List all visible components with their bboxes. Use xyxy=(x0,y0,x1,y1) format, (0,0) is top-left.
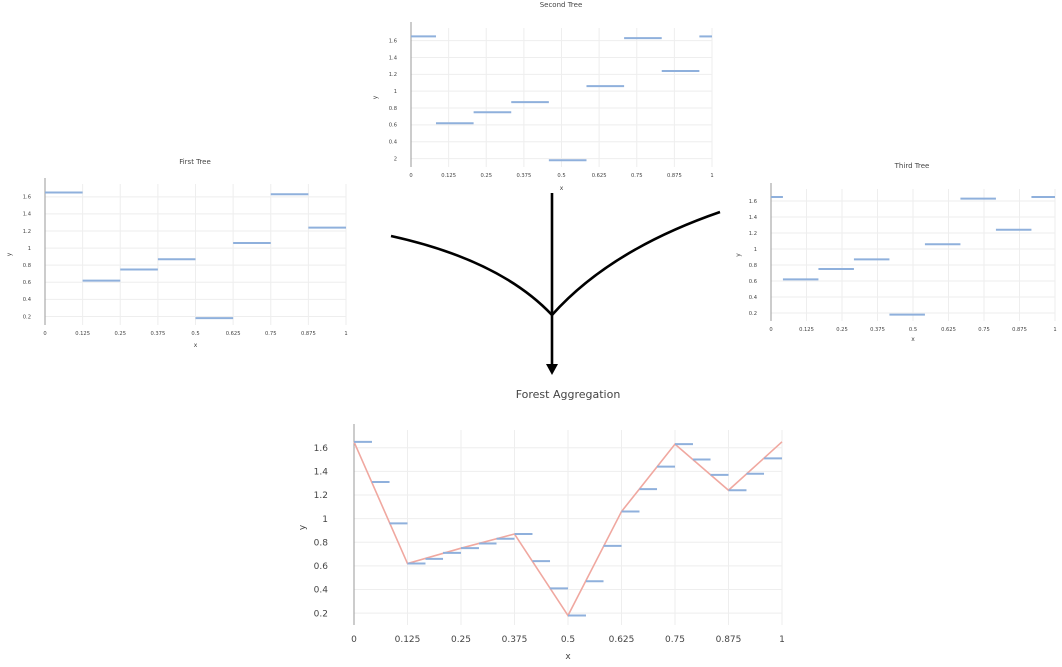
y-tick-label: 1.6 xyxy=(23,195,31,201)
y-tick-label: 0.8 xyxy=(749,263,757,269)
y-tick-label: 0.4 xyxy=(23,297,32,303)
x-tick-label: 0.875 xyxy=(1012,327,1027,333)
first-tree-chart: First Tree 0.2 0.4 0.6 0.8 1 1.2 1.4 1.6 0 0.125 0.… xyxy=(6,158,348,349)
forest-x-label: x xyxy=(565,652,571,662)
second-tree-x-label: x xyxy=(560,185,564,192)
y-tick-label: 1.2 xyxy=(389,72,397,78)
y-tick-label: 0.4 xyxy=(314,586,329,596)
second-tree-chart: Second Tree 2 0.4 0.6 0.8 1 1.2 1.4 1.6 0 0.125 0.2… xyxy=(372,1,714,192)
arrow-from-third-tree xyxy=(551,210,721,316)
y-tick-label: 0.8 xyxy=(314,538,329,548)
x-tick-label: 0.5 xyxy=(557,173,565,179)
y-tick-label: 1.4 xyxy=(314,468,329,478)
y-tick-label: 1.2 xyxy=(749,231,757,237)
y-tick-label: 1.6 xyxy=(749,199,757,205)
x-tick-label: 0.125 xyxy=(441,173,456,179)
first-tree-x-label: x xyxy=(194,342,198,349)
y-tick-label: 0.6 xyxy=(749,279,757,285)
y-tick-label: 1 xyxy=(394,89,397,95)
y-tick-label: 1.2 xyxy=(23,229,31,235)
y-tick-label: 2 xyxy=(394,156,397,162)
third-tree-chart: Third Tree 0.2 0.4 0.6 0.8 1 1.2 1.4 1.6 0 0.125 0.… xyxy=(735,162,1057,343)
y-tick-label: 0.2 xyxy=(314,609,328,619)
y-tick-label: 1.2 xyxy=(314,491,328,501)
y-tick-label: 0.4 xyxy=(749,295,758,301)
x-tick-label: 0.375 xyxy=(150,331,165,337)
x-tick-label: 0.125 xyxy=(75,331,90,337)
x-tick-label: 0.625 xyxy=(592,173,607,179)
x-tick-label: 0.125 xyxy=(395,635,421,645)
first-tree-title: First Tree xyxy=(179,158,211,166)
x-tick-label: 0.875 xyxy=(667,173,682,179)
forest-chart: Forest Aggregation 0.2 0.4 0.6 0.8 1 1.2 1.4 1.6… xyxy=(298,388,785,662)
x-tick-label: 0 xyxy=(409,173,412,179)
x-tick-label: 0.5 xyxy=(561,635,575,645)
x-tick-label: 1 xyxy=(779,635,785,645)
x-tick-label: 0.625 xyxy=(226,331,241,337)
x-tick-label: 1 xyxy=(1053,327,1056,333)
y-tick-label: 0.8 xyxy=(389,106,397,112)
y-tick-label: 1 xyxy=(754,247,757,253)
x-tick-label: 0.75 xyxy=(978,327,990,333)
third-tree-x-label: x xyxy=(911,336,915,343)
x-tick-label: 0 xyxy=(769,327,772,333)
x-tick-label: 0 xyxy=(43,331,46,337)
x-tick-label: 0.375 xyxy=(502,635,528,645)
x-tick-label: 0.625 xyxy=(941,327,956,333)
x-tick-label: 0.5 xyxy=(191,331,199,337)
forest-title: Forest Aggregation xyxy=(516,388,621,401)
x-tick-label: 0.25 xyxy=(480,173,492,179)
arrow-from-first-tree xyxy=(390,234,553,316)
x-tick-label: 0.5 xyxy=(909,327,917,333)
y-tick-label: 1.4 xyxy=(749,215,758,221)
x-tick-label: 0.875 xyxy=(301,331,316,337)
y-tick-label: 0.2 xyxy=(749,311,757,317)
x-tick-label: 0.75 xyxy=(665,635,685,645)
y-tick-label: 1.6 xyxy=(389,38,397,44)
x-tick-label: 0.75 xyxy=(265,331,277,337)
forest-y-label: y xyxy=(298,524,308,530)
y-tick-label: 1 xyxy=(322,515,328,525)
x-tick-label: 1 xyxy=(710,173,713,179)
y-tick-label: 0.6 xyxy=(23,280,31,286)
x-tick-label: 0.125 xyxy=(799,327,814,333)
second-tree-title: Second Tree xyxy=(540,1,583,9)
second-tree-y-label: y xyxy=(372,95,379,99)
y-tick-label: 0.2 xyxy=(23,314,31,320)
x-tick-label: 0.25 xyxy=(836,327,848,333)
first-tree-y-label: y xyxy=(6,252,13,256)
y-tick-label: 1.4 xyxy=(23,212,32,218)
y-tick-label: 1.6 xyxy=(314,444,329,454)
x-tick-label: 0.75 xyxy=(631,173,643,179)
arrow-head xyxy=(546,364,558,375)
x-tick-label: 0.25 xyxy=(114,331,126,337)
tree-charts: First Tree 0.2 0.4 0.6 0.8 1 1.2 1.4 1.6 0 0.125 0.… xyxy=(6,1,1057,662)
y-tick-label: 0.8 xyxy=(23,263,31,269)
x-tick-label: 1 xyxy=(344,331,347,337)
x-tick-label: 0.875 xyxy=(716,635,742,645)
x-tick-label: 0.375 xyxy=(516,173,531,179)
third-tree-title: Third Tree xyxy=(894,162,930,170)
x-tick-label: 0.375 xyxy=(870,327,885,333)
y-tick-label: 0.6 xyxy=(314,562,329,572)
y-tick-label: 1 xyxy=(28,246,31,252)
x-tick-label: 0.625 xyxy=(609,635,635,645)
aggregation-arrows xyxy=(390,193,721,375)
third-tree-y-label: y xyxy=(735,253,742,257)
x-tick-label: 0.25 xyxy=(451,635,471,645)
y-tick-label: 0.4 xyxy=(389,140,398,146)
x-tick-label: 0 xyxy=(351,635,357,645)
y-tick-label: 0.6 xyxy=(389,123,397,129)
y-tick-label: 1.4 xyxy=(389,55,398,61)
